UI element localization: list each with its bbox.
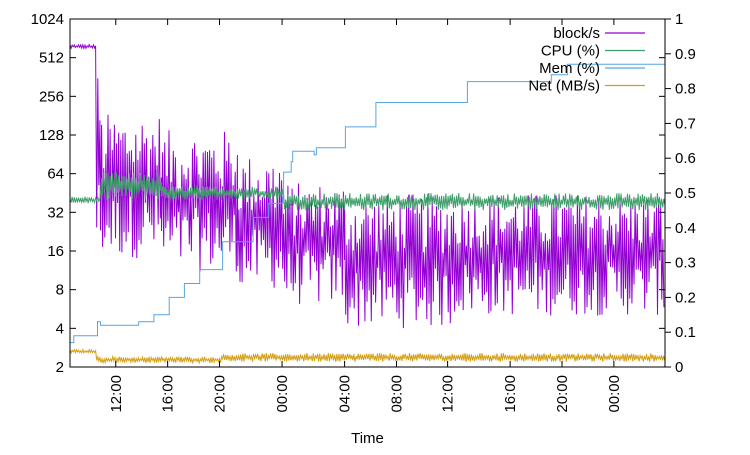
y-tick-label: 32	[47, 204, 64, 221]
y-tick-label: 16	[47, 243, 64, 260]
y2-tick-label: 0.2	[675, 289, 696, 306]
x-tick-label: 20:00	[554, 375, 571, 413]
y2-tick-label: 0.1	[675, 324, 696, 341]
y2-tick-label: 0.4	[675, 220, 696, 237]
series-line-0	[69, 43, 665, 329]
y-tick-label: 4	[56, 320, 64, 337]
y2-tick-label: 1	[675, 11, 683, 28]
y-tick-label: 8	[56, 282, 64, 299]
series-layer	[69, 43, 666, 365]
y-tick-label: 2	[56, 359, 64, 376]
series-line-1	[69, 172, 666, 211]
y2-tick-label: 0.5	[675, 185, 696, 202]
legend-label-3: Net (MB/s)	[528, 78, 600, 95]
series-line-2	[70, 63, 665, 344]
y2-tick-label: 0.7	[675, 115, 696, 132]
y-tick-label: 64	[47, 166, 64, 183]
x-tick-label: 00:00	[274, 375, 291, 413]
axis-layer: 2 4 8 16 32 64 128 256 512 1024 0 0.1 0.2 0.3 0.4 0.5 0.…	[31, 11, 696, 413]
x-tick-label: 08:00	[388, 375, 405, 413]
x-tick-label: 04:00	[337, 375, 354, 413]
y-tick-label: 512	[39, 50, 64, 67]
y-tick-label: 128	[39, 127, 64, 144]
y2-tick-label: 0.6	[675, 150, 696, 167]
legend-label-2: Mem (%)	[539, 60, 600, 77]
x-tick-label: 16:00	[160, 375, 177, 413]
x-tick-label: 00:00	[606, 375, 623, 413]
y2-tick-label: 0	[675, 359, 683, 376]
legend-label-1: CPU (%)	[541, 43, 600, 60]
x-tick-label: 12:00	[108, 375, 125, 413]
y2-tick-label: 0.8	[675, 81, 696, 98]
y2-tick-label: 0.9	[675, 46, 696, 63]
x-tick-label: 20:00	[212, 375, 229, 413]
x-tick-label: 12:00	[440, 375, 457, 413]
y2-tick-label: 0.3	[675, 255, 696, 272]
x-tick-label: 16:00	[502, 375, 519, 413]
series-line-3	[69, 348, 666, 365]
y-tick-label: 1024	[31, 11, 64, 28]
legend-label-0: block/s	[553, 25, 600, 42]
x-axis-title: Time	[351, 430, 384, 447]
y-tick-label: 256	[39, 88, 64, 105]
